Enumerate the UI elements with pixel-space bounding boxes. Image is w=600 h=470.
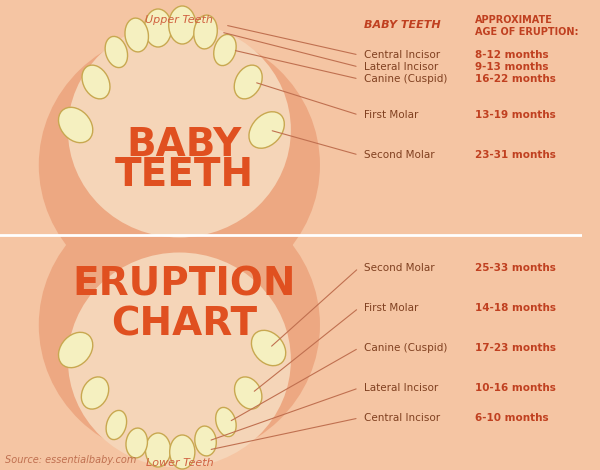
Text: Source: essentialbaby.com: Source: essentialbaby.com	[5, 455, 136, 465]
Text: Canine (Cuspid): Canine (Cuspid)	[364, 74, 447, 84]
Text: 8-12 months: 8-12 months	[475, 50, 549, 60]
Ellipse shape	[170, 435, 195, 469]
Text: BABY TEETH: BABY TEETH	[364, 20, 440, 30]
Text: Lateral Incisor: Lateral Incisor	[364, 62, 438, 72]
Text: 13-19 months: 13-19 months	[475, 110, 556, 120]
Ellipse shape	[145, 433, 170, 467]
Ellipse shape	[58, 107, 93, 143]
FancyBboxPatch shape	[0, 235, 582, 470]
Text: 14-18 months: 14-18 months	[475, 303, 556, 313]
Ellipse shape	[234, 65, 262, 99]
Text: Central Incisor: Central Incisor	[364, 413, 440, 423]
Text: 6-10 months: 6-10 months	[475, 413, 549, 423]
Text: BABY: BABY	[127, 126, 242, 164]
Ellipse shape	[249, 112, 284, 148]
Ellipse shape	[73, 250, 286, 460]
Ellipse shape	[68, 252, 291, 468]
Text: 17-23 months: 17-23 months	[475, 343, 556, 353]
Text: Second Molar: Second Molar	[364, 263, 434, 273]
Ellipse shape	[235, 377, 262, 409]
Text: First Molar: First Molar	[364, 303, 418, 313]
Ellipse shape	[58, 332, 93, 368]
Ellipse shape	[39, 30, 320, 300]
Text: 23-31 months: 23-31 months	[475, 150, 556, 160]
Ellipse shape	[106, 410, 127, 439]
Text: Upper Teeth: Upper Teeth	[145, 15, 214, 25]
Ellipse shape	[73, 30, 286, 240]
Ellipse shape	[215, 407, 236, 437]
Text: 16-22 months: 16-22 months	[475, 74, 556, 84]
Ellipse shape	[214, 34, 236, 66]
Text: ERUPTION: ERUPTION	[73, 266, 296, 304]
Text: APPROXIMATE
AGE OF ERUPTION:: APPROXIMATE AGE OF ERUPTION:	[475, 15, 578, 37]
FancyBboxPatch shape	[0, 0, 582, 235]
Ellipse shape	[195, 426, 217, 456]
Text: Lateral Incisor: Lateral Incisor	[364, 383, 438, 393]
Ellipse shape	[105, 36, 128, 68]
Text: Second Molar: Second Molar	[364, 150, 434, 160]
Ellipse shape	[68, 23, 291, 237]
Text: 10-16 months: 10-16 months	[475, 383, 556, 393]
Text: Canine (Cuspid): Canine (Cuspid)	[364, 343, 447, 353]
Text: 25-33 months: 25-33 months	[475, 263, 556, 273]
Text: TEETH: TEETH	[115, 156, 254, 194]
Text: First Molar: First Molar	[364, 110, 418, 120]
Ellipse shape	[39, 190, 320, 460]
Ellipse shape	[169, 6, 196, 44]
Text: 9-13 months: 9-13 months	[475, 62, 548, 72]
Ellipse shape	[126, 428, 148, 458]
Text: CHART: CHART	[111, 306, 257, 344]
Text: Central Incisor: Central Incisor	[364, 50, 440, 60]
Ellipse shape	[82, 377, 109, 409]
Ellipse shape	[194, 15, 217, 49]
Ellipse shape	[125, 18, 148, 52]
Ellipse shape	[145, 9, 172, 47]
Text: Lower Teeth: Lower Teeth	[146, 458, 213, 468]
Ellipse shape	[82, 65, 110, 99]
Ellipse shape	[251, 330, 286, 366]
